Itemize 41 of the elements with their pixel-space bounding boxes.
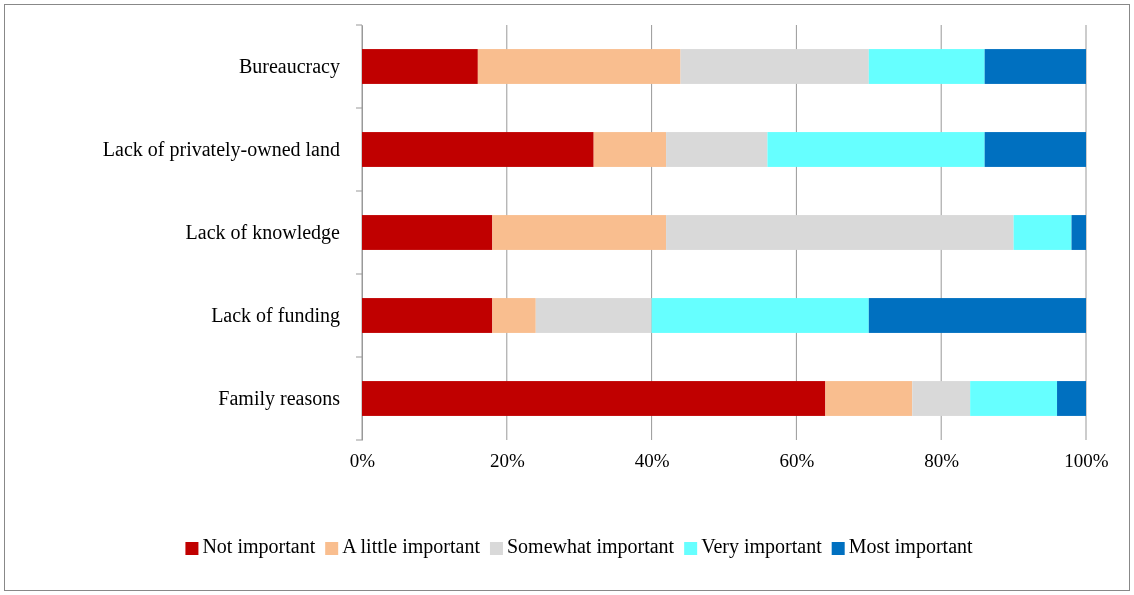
bar [362, 381, 826, 416]
bar [868, 298, 1086, 333]
bar [680, 49, 869, 84]
bar [1057, 381, 1086, 416]
bar [477, 49, 681, 84]
legend-label: A little important [342, 535, 481, 558]
legend-label: Not important [202, 535, 316, 558]
y-tick-label: Lack of knowledge [185, 220, 341, 244]
bar [362, 49, 478, 84]
bar [666, 132, 768, 167]
x-tick-label: 100% [1064, 450, 1109, 472]
y-tick-label: Lack of funding [211, 303, 340, 327]
legend-label: Very important [701, 535, 823, 558]
bar [767, 132, 985, 167]
bar [970, 381, 1058, 416]
bar [492, 215, 667, 250]
legend-label: Somewhat important [506, 535, 675, 558]
bar [825, 381, 913, 416]
bar [362, 298, 493, 333]
bar [1071, 215, 1086, 250]
bar [362, 132, 594, 167]
bar [984, 132, 1086, 167]
bar [984, 49, 1086, 84]
x-tick-label: 20% [489, 450, 525, 472]
y-tick-label: Bureaucracy [238, 54, 340, 78]
y-tick-label: Lack of privately-owned land [102, 137, 340, 161]
x-tick-label: 80% [924, 450, 960, 472]
x-tick-label: 0% [349, 450, 376, 472]
bar [535, 298, 652, 333]
x-tick-label: 60% [779, 450, 815, 472]
legend-label: Most important [848, 535, 974, 558]
bar [593, 132, 667, 167]
bar [912, 381, 971, 416]
bar [651, 298, 869, 333]
bar [868, 49, 985, 84]
y-tick-label: Family reasons [218, 386, 341, 410]
bar [1013, 215, 1072, 250]
bar [492, 298, 536, 333]
x-tick-label: 40% [634, 450, 670, 472]
bar [362, 215, 493, 250]
bar [666, 215, 1014, 250]
